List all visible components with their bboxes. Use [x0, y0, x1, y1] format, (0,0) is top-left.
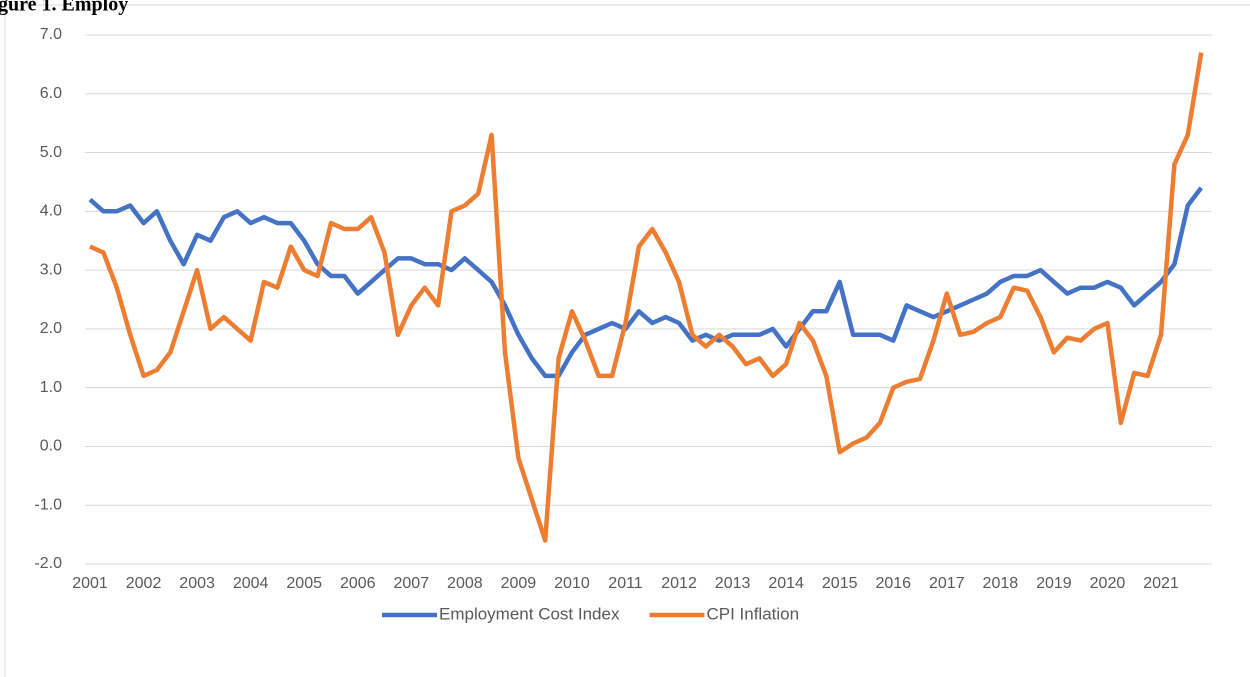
x-tick-label: 2015: [822, 575, 858, 592]
x-tick-label: 2005: [286, 575, 322, 592]
y-tick-label: -1.0: [34, 496, 62, 513]
chart-title: gure 1. Employ: [0, 0, 128, 16]
y-tick-label: 2.0: [40, 320, 62, 337]
x-tick-label: 2002: [126, 575, 162, 592]
y-tick-label: 0.0: [40, 438, 62, 455]
y-tick-label: 4.0: [40, 203, 62, 220]
y-tick-label: 1.0: [40, 379, 62, 396]
y-tick-label: -2.0: [34, 555, 62, 572]
x-tick-label: 2020: [1090, 575, 1126, 592]
y-tick-label: 7.0: [40, 26, 62, 43]
x-tick-label: 2001: [72, 575, 108, 592]
y-tick-label: 5.0: [40, 144, 62, 161]
x-tick-label: 2021: [1143, 575, 1179, 592]
x-tick-label: 2016: [875, 575, 911, 592]
x-tick-label: 2019: [1036, 575, 1072, 592]
legend-label: CPI Inflation: [706, 604, 799, 623]
x-tick-label: 2010: [554, 575, 590, 592]
x-tick-label: 2007: [394, 575, 430, 592]
x-tick-label: 2011: [608, 575, 643, 592]
x-tick-label: 2012: [661, 575, 697, 592]
series-line: [89, 52, 1204, 543]
legend-label: Employment Cost Index: [439, 604, 620, 623]
x-tick-label: 2013: [715, 575, 751, 592]
x-tick-label: 2006: [340, 575, 376, 592]
x-tick-label: 2014: [768, 575, 804, 592]
x-tick-label: 2004: [233, 575, 269, 592]
chart-border: [4, 4, 1250, 677]
x-tick-label: 2003: [179, 575, 215, 592]
x-tick-label: 2009: [501, 575, 537, 592]
x-tick-label: 2008: [447, 575, 483, 592]
x-tick-label: 2017: [929, 575, 965, 592]
series-line: [88, 186, 1203, 379]
y-tick-label: 6.0: [40, 85, 62, 102]
x-tick-label: 2018: [983, 575, 1019, 592]
y-tick-label: 3.0: [40, 261, 62, 278]
